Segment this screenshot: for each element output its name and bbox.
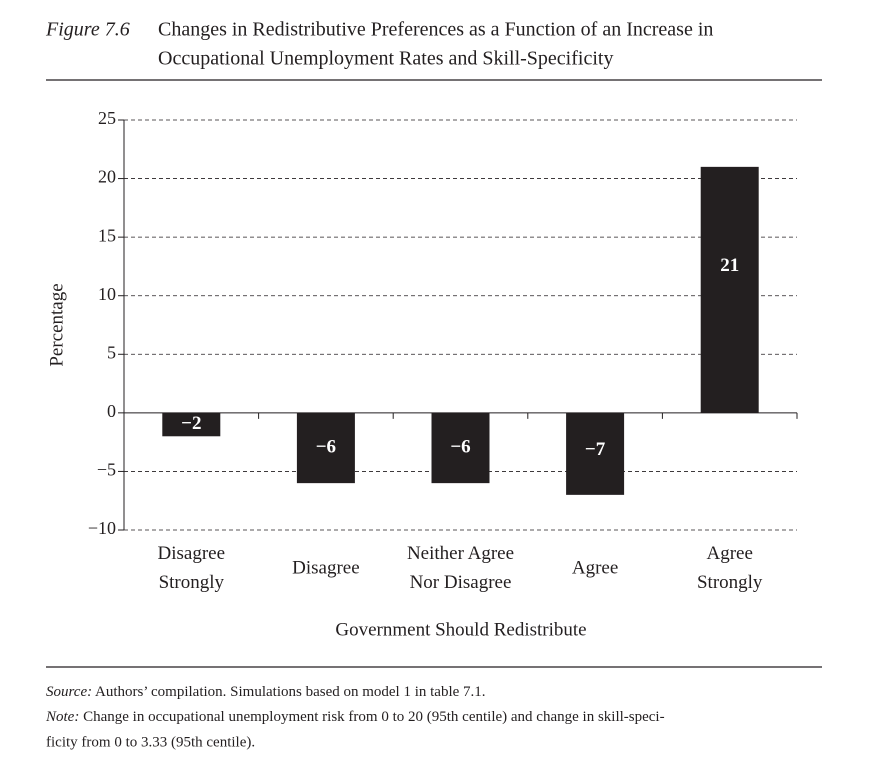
chart-title: Occupational Unemployment Rates and Skil… bbox=[158, 48, 613, 70]
y-tick-label: −10 bbox=[88, 518, 116, 538]
value-label: −6 bbox=[450, 436, 470, 457]
bar bbox=[162, 412, 221, 437]
value-label: −6 bbox=[316, 436, 336, 457]
chart-title: Changes in Redistributive Preferences as… bbox=[158, 19, 713, 41]
bar bbox=[431, 412, 490, 484]
y-tick-label: 5 bbox=[107, 342, 116, 362]
note: Note: Change in occupational unemploymen… bbox=[45, 709, 665, 725]
y-tick-label: −5 bbox=[97, 460, 116, 480]
x-tick-label: Agree bbox=[572, 557, 618, 578]
x-axis-label: Government Should Redistribute bbox=[335, 619, 586, 640]
source-label: Source: bbox=[46, 684, 92, 700]
x-tick-label: Disagree bbox=[158, 543, 226, 564]
note-text: Change in occupational unemployment risk… bbox=[83, 709, 665, 725]
value-label: −7 bbox=[585, 439, 606, 460]
value-label: 21 bbox=[720, 255, 739, 276]
y-axis-label: Percentage bbox=[46, 283, 67, 366]
y-tick-label: 25 bbox=[98, 108, 116, 128]
x-tick-label: Strongly bbox=[159, 572, 225, 593]
source-text: Authors’ compilation. Simulations based … bbox=[95, 684, 486, 700]
y-tick-label: 20 bbox=[98, 167, 116, 187]
y-tick-label: 0 bbox=[107, 401, 116, 421]
x-tick-label: Strongly bbox=[697, 572, 763, 593]
value-label: −2 bbox=[181, 413, 201, 434]
x-tick-label: Nor Disagree bbox=[410, 572, 512, 593]
note-text: ficity from 0 to 3.33 (95th centile). bbox=[46, 734, 255, 750]
y-tick-label: 10 bbox=[98, 284, 116, 304]
bar bbox=[296, 412, 355, 484]
figure-label: Figure 7.6 bbox=[45, 19, 130, 41]
x-tick-label: Agree bbox=[706, 543, 752, 564]
bar bbox=[700, 166, 759, 413]
x-tick-label: Disagree bbox=[292, 557, 360, 578]
source: Source: Authors’ compilation. Simulation… bbox=[46, 684, 486, 700]
bar bbox=[566, 412, 625, 495]
note-label: Note: bbox=[45, 709, 79, 725]
x-tick-label: Neither Agree bbox=[407, 543, 514, 564]
y-tick-label: 15 bbox=[98, 225, 116, 245]
